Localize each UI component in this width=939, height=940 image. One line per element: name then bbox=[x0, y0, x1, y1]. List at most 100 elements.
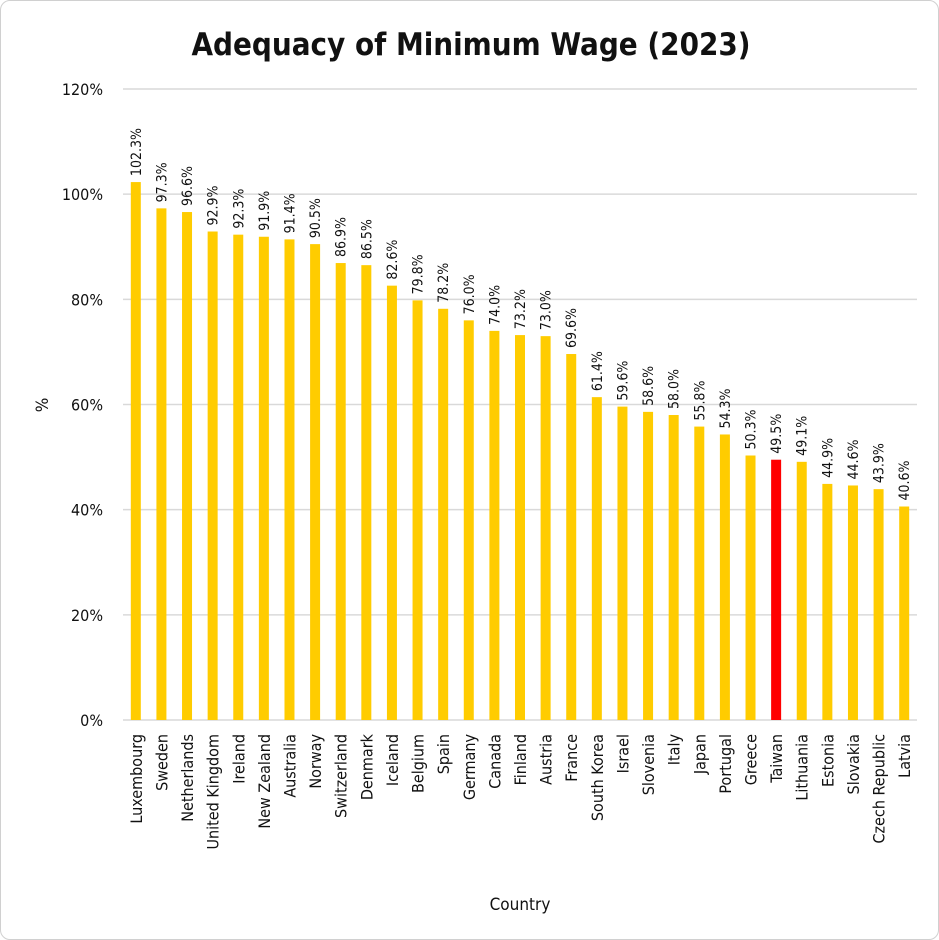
x-tick-label: Ireland bbox=[229, 734, 248, 784]
x-tick-label: Latvia bbox=[895, 734, 914, 778]
data-label: 58.6% bbox=[641, 366, 657, 406]
bar-japan bbox=[694, 426, 705, 720]
y-tick-label: 20% bbox=[71, 606, 103, 625]
bar-new-zealand bbox=[258, 236, 269, 721]
x-tick-label: New Zealand bbox=[255, 734, 274, 829]
x-tick-label: Luxembourg bbox=[127, 734, 146, 824]
data-label: 50.3% bbox=[744, 409, 760, 449]
data-label: 49.1% bbox=[795, 416, 811, 456]
data-label: 49.5% bbox=[769, 414, 785, 454]
data-label: 91.9% bbox=[257, 191, 273, 231]
data-label: 91.4% bbox=[282, 193, 298, 233]
x-tick-label: Germany bbox=[460, 734, 479, 801]
y-tick-label: 60% bbox=[71, 396, 103, 415]
x-tick-label: Estonia bbox=[818, 734, 837, 787]
y-tick-label: 120% bbox=[62, 80, 103, 99]
x-tick-label: South Korea bbox=[588, 734, 607, 821]
x-tick-label: Norway bbox=[306, 734, 325, 789]
bar-israel bbox=[617, 406, 628, 720]
bar-lithuania bbox=[796, 461, 807, 720]
bar-belgium bbox=[412, 300, 423, 720]
data-label: 86.9% bbox=[334, 217, 350, 257]
bar-portugal bbox=[719, 434, 730, 720]
data-label: 43.9% bbox=[872, 443, 888, 483]
x-tick-label: Slovakia bbox=[844, 734, 863, 794]
x-tick-label: Sweden bbox=[152, 734, 171, 791]
data-label: 79.8% bbox=[411, 254, 427, 294]
data-label: 73.0% bbox=[539, 290, 555, 330]
bar-estonia bbox=[822, 483, 833, 720]
bar-australia bbox=[284, 239, 295, 720]
data-label: 76.0% bbox=[462, 274, 478, 314]
data-label: 61.4% bbox=[590, 351, 606, 391]
data-label: 96.6% bbox=[180, 166, 196, 206]
y-tick-label: 0% bbox=[80, 711, 103, 730]
data-label: 44.9% bbox=[820, 438, 836, 478]
data-label: 86.5% bbox=[359, 219, 375, 259]
x-tick-label: Australia bbox=[280, 734, 299, 798]
bar-germany bbox=[463, 320, 474, 720]
data-label: 97.3% bbox=[154, 162, 170, 202]
bar-norway bbox=[310, 244, 321, 720]
bar-czech-republic bbox=[873, 489, 884, 720]
x-tick-label: Slovenia bbox=[639, 734, 658, 795]
data-label: 54.3% bbox=[718, 388, 734, 428]
data-label: 44.6% bbox=[846, 439, 862, 479]
x-tick-label: Iceland bbox=[383, 734, 402, 786]
bar-greece bbox=[745, 455, 756, 720]
x-tick-label: Denmark bbox=[357, 733, 376, 800]
bar-sweden bbox=[156, 208, 167, 720]
bar-south-korea bbox=[591, 397, 602, 720]
x-tick-label: Portugal bbox=[716, 734, 735, 794]
y-tick-label: 100% bbox=[62, 185, 103, 204]
x-tick-label: Canada bbox=[485, 734, 504, 789]
data-label: 59.6% bbox=[615, 361, 631, 401]
bar-switzerland bbox=[335, 263, 346, 720]
x-tick-label: Italy bbox=[665, 734, 684, 766]
x-tick-label: Czech Republic bbox=[870, 734, 889, 844]
x-tick-label: Greece bbox=[742, 734, 761, 785]
data-label: 90.5% bbox=[308, 198, 324, 238]
bar-luxembourg bbox=[130, 182, 141, 720]
y-axis-label: % bbox=[33, 398, 53, 413]
y-tick-label: 40% bbox=[71, 501, 103, 520]
bar-austria bbox=[540, 336, 551, 720]
x-tick-label: Taiwan bbox=[767, 734, 786, 784]
bar-latvia bbox=[899, 506, 910, 720]
x-tick-label: Belgium bbox=[409, 734, 428, 793]
x-axis-label: Country bbox=[490, 895, 551, 915]
data-label: 102.3% bbox=[129, 128, 145, 176]
bar-spain bbox=[438, 308, 449, 720]
chart-title: Adequacy of Minimum Wage (2023) bbox=[191, 27, 750, 63]
bar-italy bbox=[668, 415, 679, 720]
data-label: 58.0% bbox=[667, 369, 683, 409]
bar-ireland bbox=[233, 234, 244, 721]
bar-canada bbox=[489, 330, 500, 720]
data-label: 92.9% bbox=[206, 185, 222, 225]
data-label: 78.2% bbox=[436, 263, 452, 303]
data-label: 40.6% bbox=[897, 460, 913, 500]
x-tick-label: United Kingdom bbox=[204, 734, 223, 850]
x-tick-label: Netherlands bbox=[178, 734, 197, 822]
data-label: 82.6% bbox=[385, 240, 401, 280]
x-tick-label: Lithuania bbox=[793, 734, 812, 801]
bar-iceland bbox=[386, 285, 397, 720]
bar-slovakia bbox=[847, 485, 858, 720]
bar-finland bbox=[515, 335, 525, 720]
data-label: 69.6% bbox=[564, 308, 580, 348]
data-label: 74.0% bbox=[487, 285, 503, 325]
x-tick-label: Switzerland bbox=[332, 734, 351, 818]
x-tick-label: Finland bbox=[511, 734, 530, 785]
x-tick-label: Israel bbox=[613, 734, 632, 773]
data-label: 55.8% bbox=[692, 381, 708, 421]
bar-france bbox=[566, 354, 577, 720]
x-tick-label: Japan bbox=[690, 734, 709, 775]
bar-united-kingdom bbox=[207, 231, 218, 720]
bar-slovenia bbox=[643, 411, 654, 720]
bar-taiwan bbox=[771, 459, 782, 720]
bar-netherlands bbox=[182, 212, 193, 721]
bar-denmark bbox=[361, 265, 372, 720]
x-tick-label: Austria bbox=[537, 734, 556, 785]
